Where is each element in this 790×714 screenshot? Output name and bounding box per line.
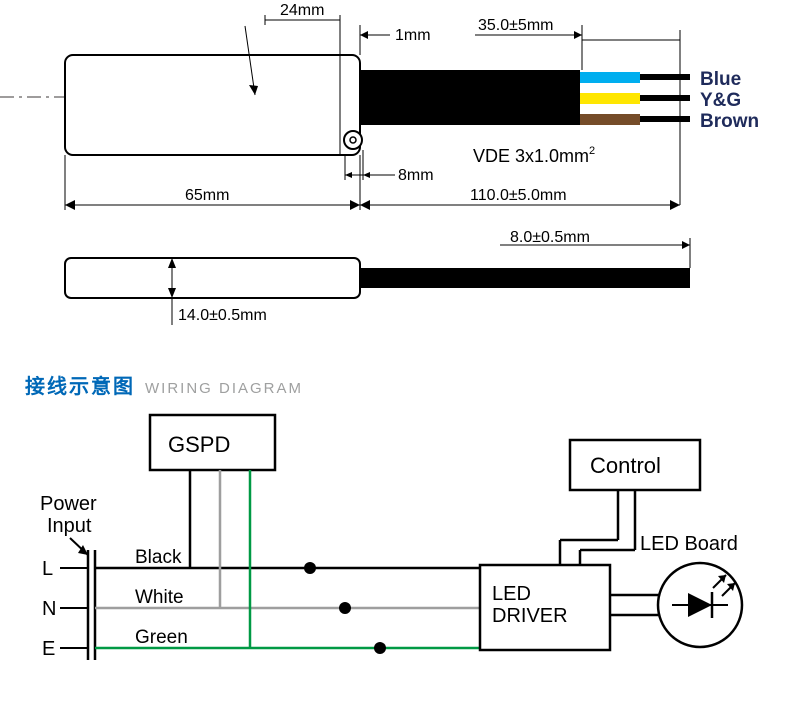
rail-E: E [42,638,55,660]
dim-35mm: 35.0±5mm [478,17,553,34]
control-label: Control [590,453,661,478]
wiring-diagram: Power Input L N E Black White Green GSPD… [0,400,790,710]
wire-brown [580,114,640,125]
dim-8p0mm: 8.0±0.5mm [510,230,590,246]
dim-8mm: 8mm [398,167,434,184]
dim-1mm: 1mm [395,27,431,44]
dim-24mm: 24mm [280,2,324,19]
title-cn: 接线示意图 [25,370,135,399]
wire-blue [580,72,640,83]
wire-label-green: Green [135,627,188,648]
wire-label-blue: Blue [700,69,741,90]
side-body [65,258,360,298]
wire-label-yg: Y&G [700,90,741,111]
rail-N: N [42,598,56,620]
wire-yg [580,93,640,104]
wire-label-brown: Brown [700,111,759,132]
rail-L: L [42,558,53,580]
device-body [65,55,360,155]
vde-label: VDE 3x1.0mm2 [473,145,595,166]
top-dimensional-diagram: Blue Y&G Brown 24mm 1mm 35.0±5mm VDE 3x1… [0,0,790,225]
gspd-label: GSPD [168,432,230,457]
screw-hole [344,131,362,149]
wire-label-black: Black [135,547,182,568]
dim-14mm: 14.0±0.5mm [178,307,267,324]
section-title: 接线示意图 WIRING DIAGRAM [25,370,303,399]
led-board-label: LED Board [640,533,738,555]
dim-65mm: 65mm [185,187,229,204]
main-cable [360,70,580,125]
dim-110mm: 110.0±5.0mm [470,187,567,204]
title-en: WIRING DIAGRAM [145,380,303,397]
power-input-label: Power Input [40,493,102,537]
side-cable [360,268,690,288]
wire-label-white: White [135,587,184,608]
side-dimensional-diagram: 14.0±0.5mm 8.0±0.5mm [0,230,790,340]
